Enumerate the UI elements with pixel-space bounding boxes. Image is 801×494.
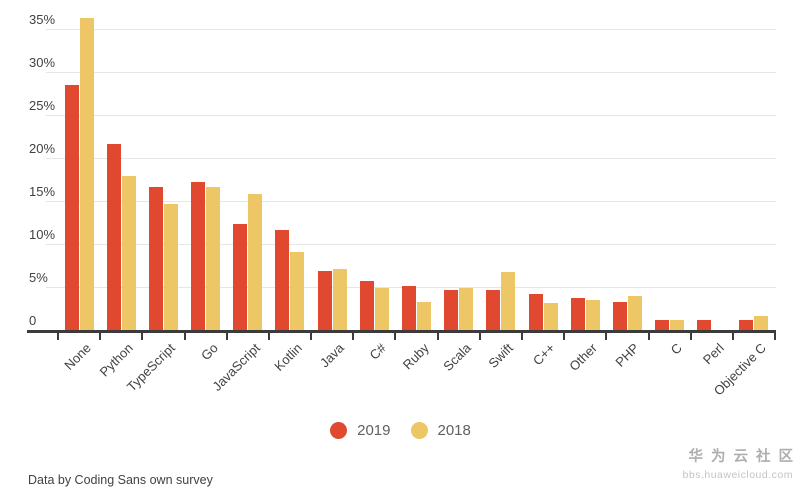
bar-2019-Go xyxy=(191,182,206,330)
x-axis-tick xyxy=(689,333,692,340)
legend-label-2019: 2019 xyxy=(357,422,391,439)
bar-2019-Scala xyxy=(444,290,459,330)
x-axis-tick xyxy=(647,333,650,340)
bar-2019-Java xyxy=(317,270,332,330)
y-axis-label-10pct: 10% xyxy=(29,227,56,242)
bar-2019-JavaScript xyxy=(233,224,248,330)
x-axis-tick xyxy=(731,333,734,340)
bar-2018-Go xyxy=(206,187,221,330)
x-axis-tick xyxy=(183,333,186,340)
bar-2019-TypeScript xyxy=(148,187,163,330)
x-axis-tick xyxy=(436,333,439,340)
bar-2019-PHP xyxy=(612,302,627,330)
y-axis-label-20pct: 20% xyxy=(29,141,56,156)
gridline-30pct xyxy=(46,72,776,73)
legend-swatch-2019-icon xyxy=(330,422,348,439)
y-axis-label-0: 0 xyxy=(29,313,37,328)
gridline-25pct xyxy=(46,115,776,116)
x-axis-tick xyxy=(57,333,59,340)
bar-2018-C++ xyxy=(543,303,558,330)
x-axis-tick xyxy=(520,333,523,340)
bar-2019-Kotlin xyxy=(275,230,290,330)
bar-2018-Scala xyxy=(459,287,474,330)
gridline-15pct xyxy=(46,201,776,202)
legend-label-2018: 2018 xyxy=(437,422,471,439)
bar-2019-Ruby xyxy=(402,286,417,330)
y-axis-label-25pct: 25% xyxy=(29,98,56,113)
bar-2018-C# xyxy=(374,287,389,330)
bar-2018-C xyxy=(670,319,685,330)
bar-2019-C# xyxy=(359,280,374,330)
x-axis-tick xyxy=(605,333,608,340)
bar-2018-None xyxy=(79,17,94,330)
bar-2019-None xyxy=(64,84,79,330)
y-axis-label-30pct: 30% xyxy=(29,55,56,70)
gridline-20pct xyxy=(46,158,776,159)
bar-2018-Python xyxy=(121,176,136,330)
bar-2019-Swift xyxy=(486,290,501,330)
x-axis-tick xyxy=(267,333,270,340)
bar-2019-C xyxy=(655,319,670,330)
bar-2018-Java xyxy=(332,268,347,330)
gridline-10pct xyxy=(46,244,776,245)
gridline-35pct xyxy=(46,29,776,30)
bar-2018-Kotlin xyxy=(290,251,305,330)
bar-2018-Swift xyxy=(501,271,516,330)
x-axis-tick xyxy=(99,333,102,340)
bar-2018-Other xyxy=(585,299,600,330)
source-note: Data by Coding Sans own survey xyxy=(28,473,213,487)
legend: 2019 2018 xyxy=(0,422,801,439)
bar-2019-Python xyxy=(106,144,121,330)
legend-swatch-2018-icon xyxy=(410,422,428,439)
bar-2019-C++ xyxy=(528,293,543,330)
bar-2019-Objective C xyxy=(739,319,754,330)
bar-2019-Other xyxy=(570,298,585,330)
bar-2018-Objective C xyxy=(754,316,769,330)
y-axis-label-35pct: 35% xyxy=(29,12,56,27)
watermark: 华为云社区 bbs.huaweicloud.com xyxy=(683,445,793,481)
x-axis-line xyxy=(27,330,776,333)
bar-2018-TypeScript xyxy=(163,204,178,330)
y-axis-label-15pct: 15% xyxy=(29,184,56,199)
x-axis-tick xyxy=(225,333,228,340)
x-axis-tick xyxy=(352,333,355,340)
x-axis-tick xyxy=(774,333,777,340)
x-axis-tick xyxy=(394,333,397,340)
x-axis-tick xyxy=(478,333,481,340)
x-axis-tick xyxy=(141,333,144,340)
x-axis-tick xyxy=(310,333,313,340)
legend-item-2019[interactable]: 2019 xyxy=(330,422,391,439)
y-axis-label-5pct: 5% xyxy=(29,270,48,285)
watermark-title: 华为云社区 xyxy=(688,449,801,465)
bar-2018-JavaScript xyxy=(248,194,263,330)
bar-2019-Perl xyxy=(697,319,712,330)
x-axis-tick xyxy=(563,333,566,340)
legend-item-2018[interactable]: 2018 xyxy=(410,422,471,439)
bar-2018-PHP xyxy=(627,296,642,330)
watermark-url: bbs.huaweicloud.com xyxy=(682,469,793,481)
bar-2018-Ruby xyxy=(417,302,432,330)
